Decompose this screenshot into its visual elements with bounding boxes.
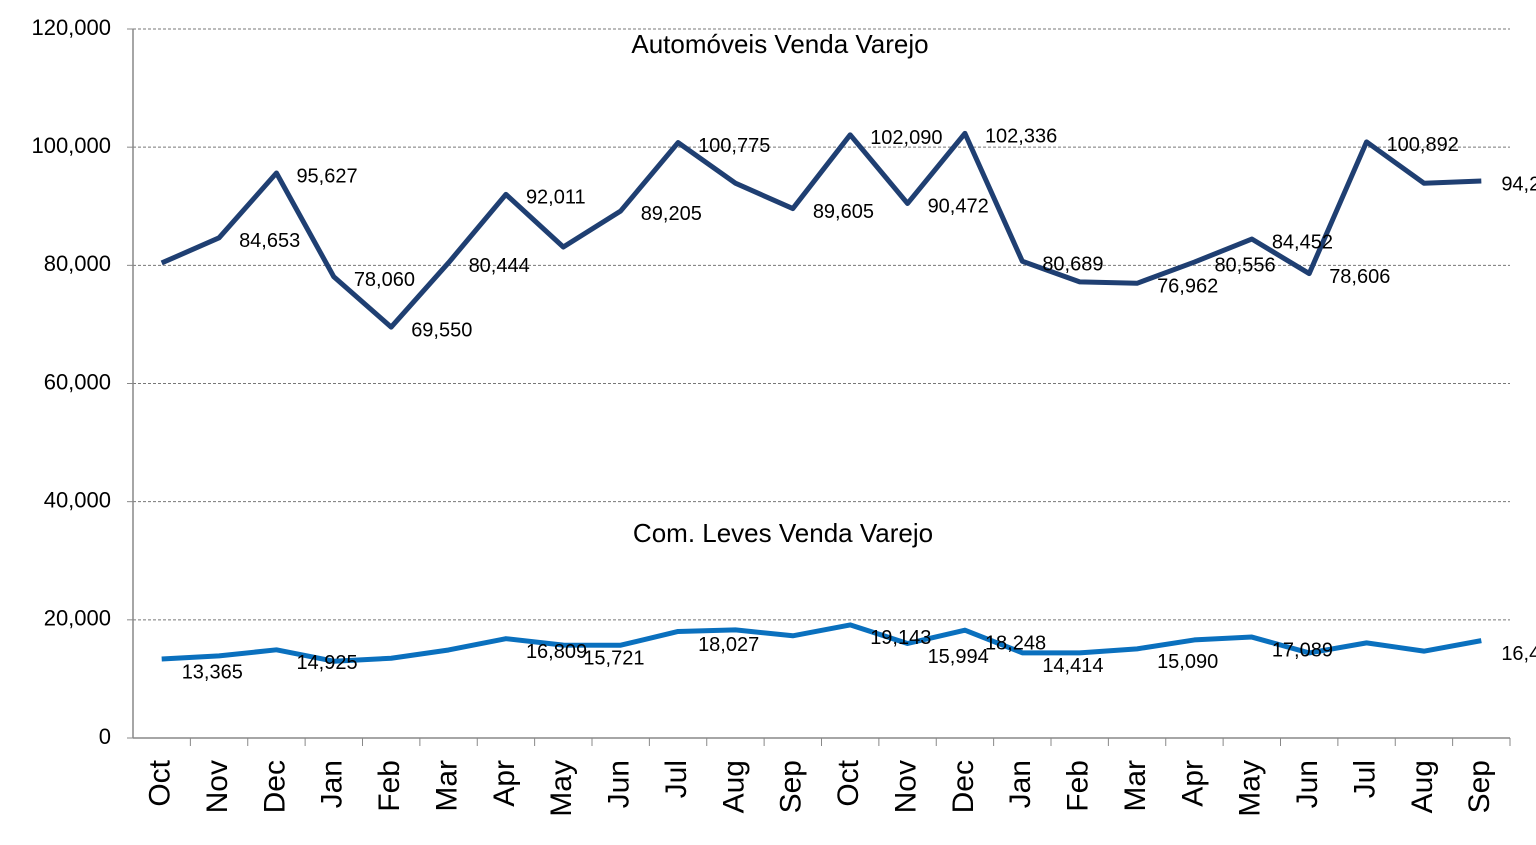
data-label: 76,962 [1157, 276, 1218, 298]
data-label: 14,925 [296, 652, 357, 674]
data-label: 16,480 [1501, 643, 1536, 665]
x-tick-label: Dec [258, 760, 291, 813]
data-label: 17,089 [1272, 639, 1333, 661]
x-tick-label: Aug [1406, 760, 1439, 813]
y-tick-label: 60,000 [44, 369, 111, 394]
x-tick-label: Jul [660, 760, 693, 798]
data-label: 15,721 [583, 647, 644, 669]
x-tick-label: Jan [316, 760, 349, 808]
data-label: 78,606 [1329, 266, 1390, 288]
data-label: 18,248 [985, 632, 1046, 654]
data-label: 95,627 [296, 165, 357, 187]
x-tick-label: Nov [201, 760, 234, 813]
x-tick-label: Oct [832, 759, 865, 806]
data-label: 94,273 [1501, 173, 1536, 195]
x-tick-label: May [1234, 760, 1267, 817]
x-tick-label: Mar [430, 760, 463, 812]
data-label: 69,550 [411, 319, 472, 341]
x-tick-label: Oct [144, 759, 177, 806]
x-tick-label: Jul [1348, 760, 1381, 798]
x-tick-label: Sep [1463, 760, 1496, 813]
y-tick-label: 100,000 [31, 133, 111, 158]
data-label: 19,143 [870, 627, 931, 649]
x-tick-label: Apr [1176, 760, 1209, 807]
data-label: 80,444 [469, 255, 530, 277]
data-label: 92,011 [526, 187, 586, 209]
x-tick-label: Nov [889, 760, 922, 813]
data-label: 15,090 [1157, 651, 1218, 673]
series-name: Com. Leves Venda Varejo [633, 518, 933, 548]
data-label: 80,556 [1214, 254, 1275, 276]
series-line [161, 622, 1482, 664]
y-tick-label: 40,000 [44, 487, 111, 512]
data-label: 100,775 [698, 135, 770, 157]
series-name: Automóveis Venda Varejo [631, 29, 928, 59]
x-tick-label: Apr [488, 760, 521, 807]
data-label: 16,809 [526, 641, 587, 663]
data-label: 84,452 [1272, 231, 1333, 253]
data-label: 102,336 [985, 126, 1057, 148]
x-tick-label: Mar [1119, 760, 1152, 812]
y-tick-label: 0 [99, 724, 111, 749]
x-tick-label: Aug [717, 760, 750, 813]
data-label: 89,205 [641, 203, 702, 225]
data-label: 78,060 [354, 269, 415, 291]
x-tick-label: Feb [373, 760, 406, 812]
y-tick-label: 20,000 [44, 606, 111, 631]
data-label: 15,994 [928, 646, 989, 668]
data-label: 18,027 [698, 634, 759, 656]
x-tick-label: Feb [1062, 760, 1095, 812]
data-label: 13,365 [182, 661, 243, 683]
x-tick-label: May [545, 760, 578, 817]
x-tick-label: Jun [603, 760, 636, 808]
data-label: 84,653 [239, 230, 300, 252]
data-label: 80,689 [1042, 254, 1103, 276]
x-tick-label: Sep [775, 760, 808, 813]
series-line [160, 130, 1482, 330]
data-label: 100,892 [1387, 134, 1459, 156]
data-label: 14,414 [1042, 655, 1103, 677]
y-tick-label: 120,000 [31, 15, 111, 40]
x-tick-label: Dec [947, 760, 980, 813]
data-label: 89,605 [813, 201, 874, 223]
data-label: 102,090 [870, 127, 942, 149]
x-tick-label: Jun [1291, 760, 1324, 808]
data-label: 90,472 [928, 196, 989, 218]
y-tick-label: 80,000 [44, 251, 111, 276]
x-tick-label: Jan [1004, 760, 1037, 808]
